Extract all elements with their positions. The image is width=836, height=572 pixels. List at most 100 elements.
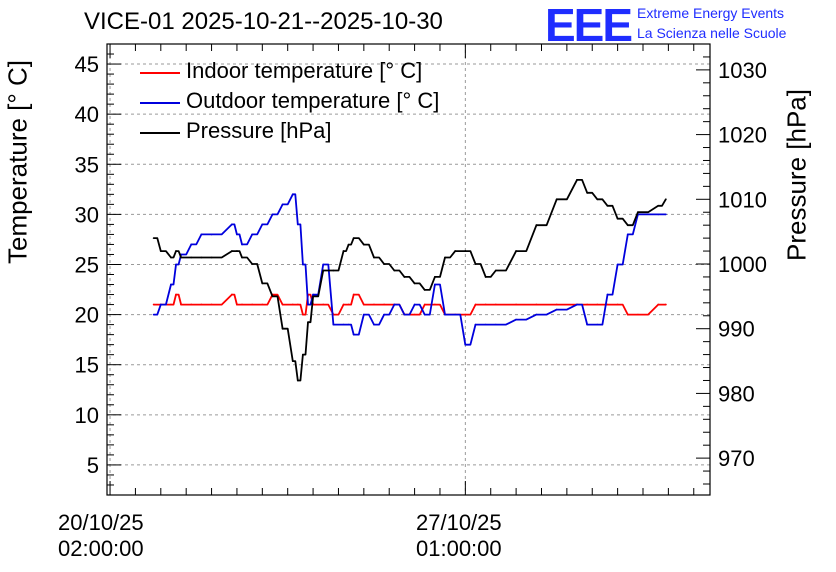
logo-subtitle-1: Extreme Energy Events: [637, 5, 785, 21]
eee-logo: EEE: [545, 0, 633, 51]
y-right-tick-label-1: 980: [718, 381, 755, 406]
pressure-point: [291, 360, 294, 362]
outdoor-temperature-point: [312, 293, 314, 296]
legend-swatch-pressure: [140, 132, 180, 134]
pressure-point: [586, 191, 589, 194]
outdoor-temperature-point: [626, 233, 629, 236]
y-left-tick-label-4: 25: [75, 252, 99, 277]
outdoor-temperature-point: [362, 313, 365, 316]
indoor-temperature-point: [637, 313, 639, 316]
x-tick-label-1-time: 01:00:00: [416, 536, 502, 561]
pressure-point: [454, 250, 457, 252]
legend-label-indoor: Indoor temperature [° C]: [186, 58, 423, 83]
outdoor-temperature-line: [153, 193, 666, 346]
outdoor-temperature-point: [576, 303, 578, 306]
y-left-tick-label-7: 40: [75, 102, 99, 127]
outdoor-temperature-point: [555, 308, 558, 311]
x-tick-label-1: 27/10/25 01:00:00: [416, 510, 502, 562]
outdoor-temperature-point: [444, 313, 446, 316]
outdoor-temperature-point: [657, 213, 660, 216]
pressure-point: [175, 250, 177, 252]
indoor-temperature-point: [322, 303, 325, 306]
outdoor-temperature-point: [322, 263, 325, 266]
pressure-point: [307, 321, 309, 324]
y-right-tick-label-0: 970: [718, 446, 755, 471]
outdoor-temperature-point: [271, 213, 274, 216]
outdoor-temperature-point: [352, 333, 355, 336]
outdoor-temperature-point: [433, 283, 436, 286]
pressure-point: [383, 263, 386, 265]
pressure-point: [332, 269, 335, 272]
indoor-temperature-point: [515, 303, 518, 306]
y-left-tick-label-5: 30: [75, 202, 99, 227]
pressure-point: [515, 250, 518, 252]
indoor-temperature-point: [474, 303, 477, 306]
pressure-point: [342, 250, 345, 252]
pressure-point: [159, 250, 162, 252]
y-left-tick-label-6: 35: [75, 152, 99, 177]
outdoor-temperature-point: [454, 313, 457, 316]
pressure-point: [606, 204, 609, 207]
pressure-point: [312, 295, 314, 298]
outdoor-temperature-point: [200, 233, 203, 236]
x-tick-label-0-time: 02:00:00: [58, 536, 144, 561]
indoor-temperature-point: [200, 303, 203, 306]
pressure-point: [347, 243, 350, 246]
pressure-point: [576, 178, 578, 181]
pressure-point: [616, 217, 619, 220]
pressure-point: [555, 198, 558, 201]
outdoor-temperature-point: [175, 263, 177, 266]
indoor-temperature-point: [175, 293, 177, 296]
outdoor-temperature-point: [474, 323, 477, 326]
indoor-temperature-point: [626, 313, 629, 316]
outdoor-temperature-point: [159, 303, 162, 306]
outdoor-temperature-point: [241, 243, 243, 246]
indoor-temperature-point: [555, 303, 558, 306]
indoor-temperature-point: [170, 303, 172, 306]
y-right-tick-label-5: 1020: [718, 123, 767, 148]
y-axis-label-right: Pressure [hPa]: [781, 89, 812, 261]
indoor-temperature-point: [464, 313, 467, 316]
x-tick-label-0: 20/10/25 02:00:00: [58, 510, 144, 562]
indoor-temperature-point: [190, 303, 193, 306]
outdoor-temperature-point: [494, 323, 497, 326]
indoor-temperature-point: [423, 303, 426, 306]
chart-title: VICE-01 2025-10-21--2025-10-30: [84, 8, 443, 35]
pressure-point: [535, 224, 538, 227]
pressure-point: [423, 288, 426, 291]
indoor-temperature-point: [251, 303, 254, 306]
pressure-point: [271, 295, 274, 298]
pressure-point: [190, 256, 193, 259]
outdoor-temperature-point: [236, 233, 238, 236]
outdoor-temperature-point: [515, 318, 518, 321]
pressure-point: [637, 211, 639, 214]
outdoor-temperature-point: [251, 233, 254, 236]
pressure-point: [474, 263, 477, 265]
pressure-point: [626, 224, 629, 227]
pressure-point: [352, 237, 355, 240]
pressure-line: [153, 179, 667, 382]
indoor-temperature-line: [153, 293, 666, 316]
indoor-temperature-point: [342, 303, 345, 306]
indoor-temperature-point: [413, 313, 416, 316]
pressure-point: [494, 269, 497, 272]
outdoor-temperature-point: [464, 343, 467, 346]
indoor-temperature-point: [616, 303, 619, 306]
outdoor-temperature-point: [296, 223, 299, 226]
outdoor-temperature-point: [342, 323, 345, 326]
pressure-point: [236, 250, 238, 252]
pressure-point: [444, 256, 446, 259]
outdoor-temperature-point: [423, 313, 426, 316]
pressure-point: [362, 243, 365, 246]
indoor-temperature-point: [281, 303, 284, 306]
y-left-tick-label-0: 5: [87, 453, 99, 478]
pressure-point: [403, 276, 406, 278]
indoor-temperature-point: [664, 303, 667, 306]
pressure-point: [281, 327, 284, 330]
pressure-point: [200, 256, 203, 259]
indoor-temperature-point: [535, 303, 538, 306]
indoor-temperature-point: [210, 303, 213, 306]
pressure-point: [302, 353, 304, 356]
outdoor-temperature-point: [152, 313, 155, 316]
outdoor-temperature-point: [373, 323, 375, 326]
